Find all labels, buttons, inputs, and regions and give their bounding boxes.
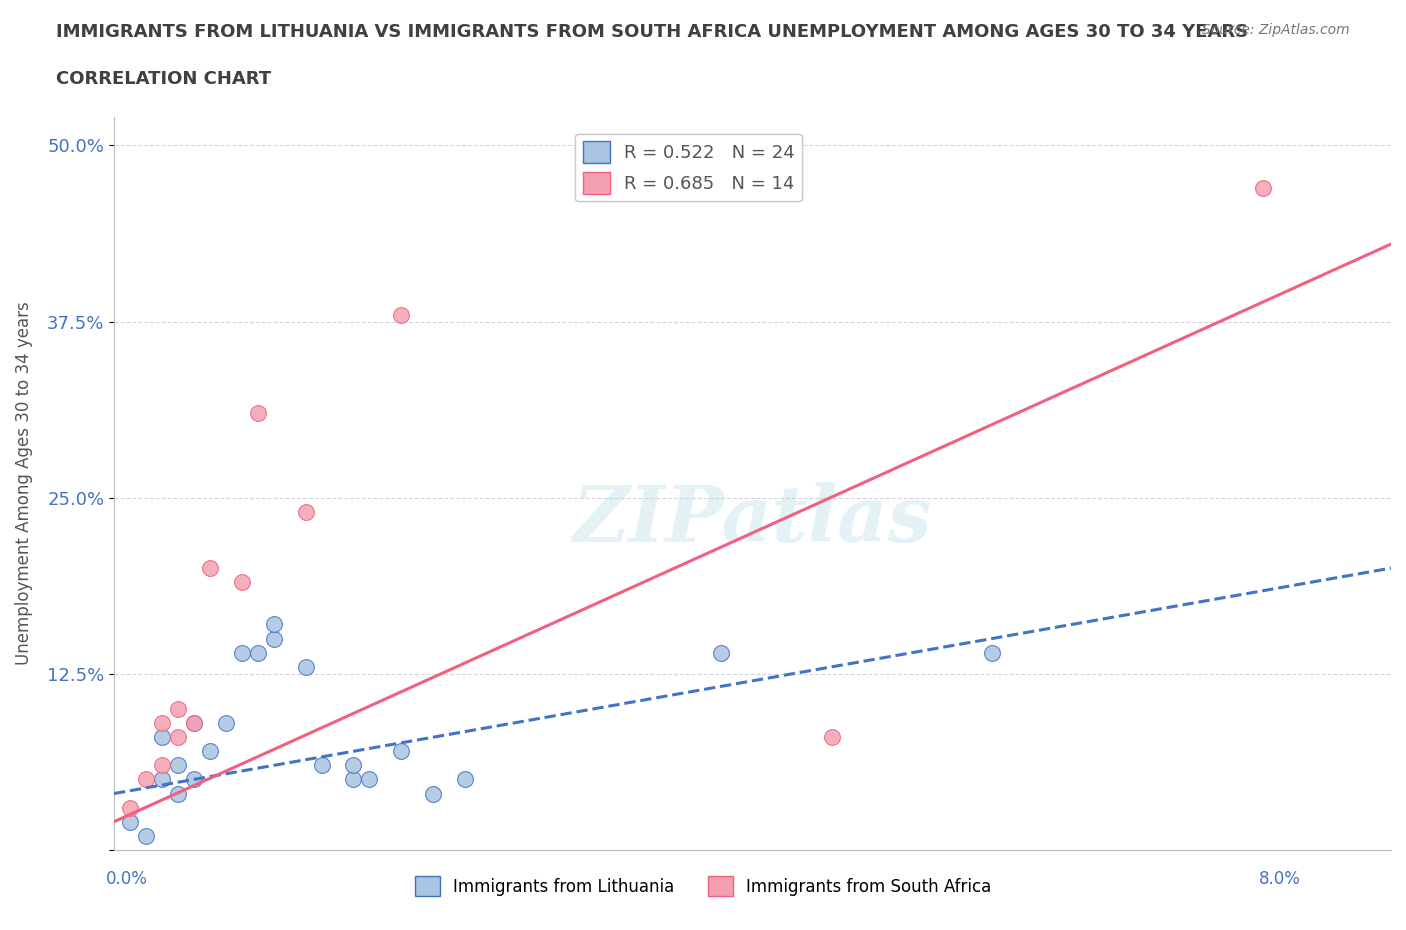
Point xyxy=(821,730,844,745)
Point xyxy=(454,772,477,787)
Point xyxy=(981,645,1004,660)
Point xyxy=(118,800,141,815)
Point xyxy=(166,786,188,801)
Text: Source: ZipAtlas.com: Source: ZipAtlas.com xyxy=(1202,23,1350,37)
Point xyxy=(183,772,205,787)
Point xyxy=(246,645,269,660)
Point xyxy=(166,701,188,716)
Point xyxy=(150,772,173,787)
Point xyxy=(166,758,188,773)
Point xyxy=(389,744,412,759)
Legend: Immigrants from Lithuania, Immigrants from South Africa: Immigrants from Lithuania, Immigrants fr… xyxy=(408,870,998,903)
Point xyxy=(246,405,269,420)
Y-axis label: Unemployment Among Ages 30 to 34 years: Unemployment Among Ages 30 to 34 years xyxy=(15,301,32,666)
Text: 0.0%: 0.0% xyxy=(105,870,148,888)
Point xyxy=(231,575,253,590)
Point xyxy=(135,829,157,844)
Point xyxy=(231,645,253,660)
Point xyxy=(118,815,141,830)
Point xyxy=(422,786,444,801)
Point xyxy=(359,772,381,787)
Text: CORRELATION CHART: CORRELATION CHART xyxy=(56,70,271,87)
Point xyxy=(709,645,731,660)
Legend: R = 0.522   N = 24, R = 0.685   N = 14: R = 0.522 N = 24, R = 0.685 N = 14 xyxy=(575,134,801,201)
Point xyxy=(166,730,188,745)
Point xyxy=(183,716,205,731)
Point xyxy=(150,730,173,745)
Point xyxy=(198,744,221,759)
Point xyxy=(389,307,412,322)
Text: ZIPatlas: ZIPatlas xyxy=(572,482,932,559)
Point xyxy=(215,716,238,731)
Point xyxy=(183,716,205,731)
Point xyxy=(150,758,173,773)
Point xyxy=(198,561,221,576)
Point xyxy=(342,772,364,787)
Point xyxy=(342,758,364,773)
Point xyxy=(150,716,173,731)
Point xyxy=(263,617,285,631)
Point xyxy=(294,504,316,519)
Text: 8.0%: 8.0% xyxy=(1258,870,1301,888)
Point xyxy=(311,758,333,773)
Point xyxy=(263,631,285,646)
Point xyxy=(294,659,316,674)
Text: IMMIGRANTS FROM LITHUANIA VS IMMIGRANTS FROM SOUTH AFRICA UNEMPLOYMENT AMONG AGE: IMMIGRANTS FROM LITHUANIA VS IMMIGRANTS … xyxy=(56,23,1249,41)
Point xyxy=(135,772,157,787)
Point xyxy=(1253,180,1275,195)
